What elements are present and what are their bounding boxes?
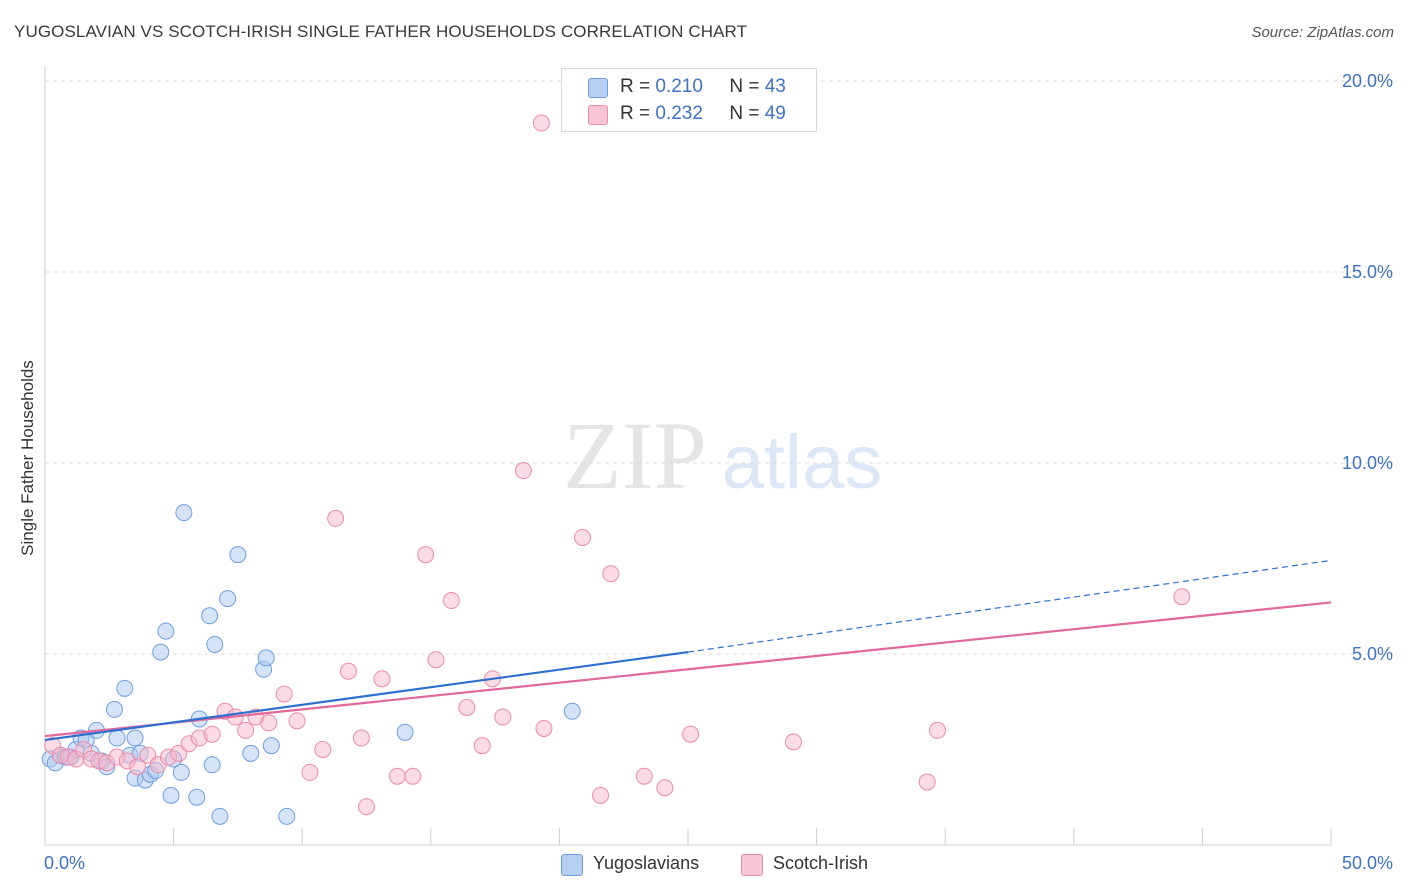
watermark-zip: ZIP [563, 402, 707, 509]
scotch-irish-point [339, 662, 357, 680]
scotch-irish-point [928, 721, 946, 739]
yugoslavians-point [211, 807, 229, 825]
scotch-irish-point [352, 729, 370, 747]
yugoslavians-point [105, 700, 123, 718]
scotch-irish-point [574, 528, 592, 546]
stats-box: R = 0.210 N = 43 R = 0.232 N = 49 [561, 68, 817, 132]
yugoslavians-point [172, 763, 190, 781]
yugoslavians-point [188, 788, 206, 806]
scotch-irish-trend-line [44, 601, 1332, 738]
scotch-irish-point [535, 719, 553, 737]
scotch-irish-point [404, 767, 422, 785]
scotch-irish-swatch [588, 105, 608, 125]
scotch-irish-point [427, 651, 445, 669]
legend-label: Scotch-Irish [773, 853, 869, 873]
yugoslavians-trend-line [44, 651, 689, 742]
scotch-irish-point [458, 698, 476, 716]
gridlines [45, 80, 1393, 655]
yugoslavians-point [201, 607, 219, 625]
y-tick-label: 10.0% [1342, 453, 1393, 473]
scotch-irish-point [514, 462, 532, 480]
scotch-irish-point [314, 741, 332, 758]
scotch-irish-point [602, 565, 620, 583]
yugoslavians-point [242, 744, 260, 762]
r-label: R = [620, 76, 651, 97]
yugoslavians-point [152, 643, 170, 661]
yugoslavians-point [257, 649, 275, 667]
scotch-irish-point [358, 798, 375, 816]
yugoslavians-swatch [588, 78, 608, 98]
scotch-irish-point [301, 763, 319, 781]
scotch-irish-point [327, 509, 345, 527]
scotch-irish-point [656, 779, 674, 797]
yugoslavians-point [126, 729, 144, 747]
scotch-irish-point [275, 685, 293, 703]
yugoslavians-point [157, 622, 175, 640]
tick-labels: 5.0% 10.0% 15.0% 20.0% 0.0% 50.0% [44, 71, 1393, 873]
scotch-irish-point [373, 670, 391, 688]
scotch-irish-point [288, 712, 306, 730]
yugoslavians-point [396, 723, 414, 741]
n-label: N = [729, 76, 760, 97]
yugoslavians-point [219, 590, 237, 608]
scotch-irish-point [237, 721, 255, 739]
yugoslavians-point [108, 729, 126, 747]
r-value: 0.232 [655, 103, 703, 124]
scotch-irish-point [1173, 588, 1191, 606]
watermark-atlas: atlas [722, 420, 883, 505]
r-label: R = [620, 103, 651, 124]
scotch-irish-point [388, 767, 406, 785]
trend-lines [44, 559, 1332, 742]
scotch-irish-point [129, 758, 147, 776]
n-value: 43 [764, 76, 786, 97]
yugoslavians-point [206, 635, 224, 653]
scotch-irish-point [417, 546, 435, 564]
n-label: N = [729, 103, 760, 124]
scotch-irish-point [442, 592, 460, 610]
scotch-irish-point [635, 767, 653, 785]
yugoslavians-point [175, 504, 193, 522]
axes [44, 66, 1332, 846]
yugoslavians-point [229, 546, 247, 564]
scotch-irish-point [203, 725, 221, 743]
legend-label: Yugoslavians [593, 853, 700, 873]
n-value: 49 [764, 103, 786, 124]
scotch-irish-point [473, 737, 491, 755]
y-tick-label: 5.0% [1352, 644, 1393, 664]
r-value: 0.210 [655, 76, 703, 97]
x-tick-label: 50.0% [1342, 853, 1393, 873]
yugoslavians-point [563, 702, 581, 720]
yugoslavians-point [203, 756, 221, 774]
x-tick-label: 0.0% [44, 853, 85, 873]
scotch-irish-point [918, 773, 936, 791]
yugoslavians-point [162, 786, 180, 804]
chart-title: YUGOSLAVIAN VS SCOTCH-IRISH SINGLE FATHE… [14, 22, 748, 41]
scotch-irish-point [532, 114, 550, 132]
scotch-irish-point [494, 708, 512, 726]
scotch-irish-point [682, 725, 700, 743]
y-tick-label: 20.0% [1342, 71, 1393, 91]
scotch-irish-point [260, 714, 278, 732]
scotch-irish-legend-swatch [741, 854, 763, 876]
y-tick-label: 15.0% [1342, 262, 1393, 282]
scotch-irish-point [784, 733, 802, 751]
yugoslavians-point [278, 807, 296, 825]
yugoslavians-point [262, 737, 280, 755]
yugoslavians-legend-swatch [561, 854, 583, 876]
source-label: Source: ZipAtlas.com [1251, 24, 1394, 41]
yugoslavians-trend-extension [687, 559, 1332, 653]
yugoslavians-point [116, 679, 134, 697]
scotch-irish-point [592, 786, 610, 804]
